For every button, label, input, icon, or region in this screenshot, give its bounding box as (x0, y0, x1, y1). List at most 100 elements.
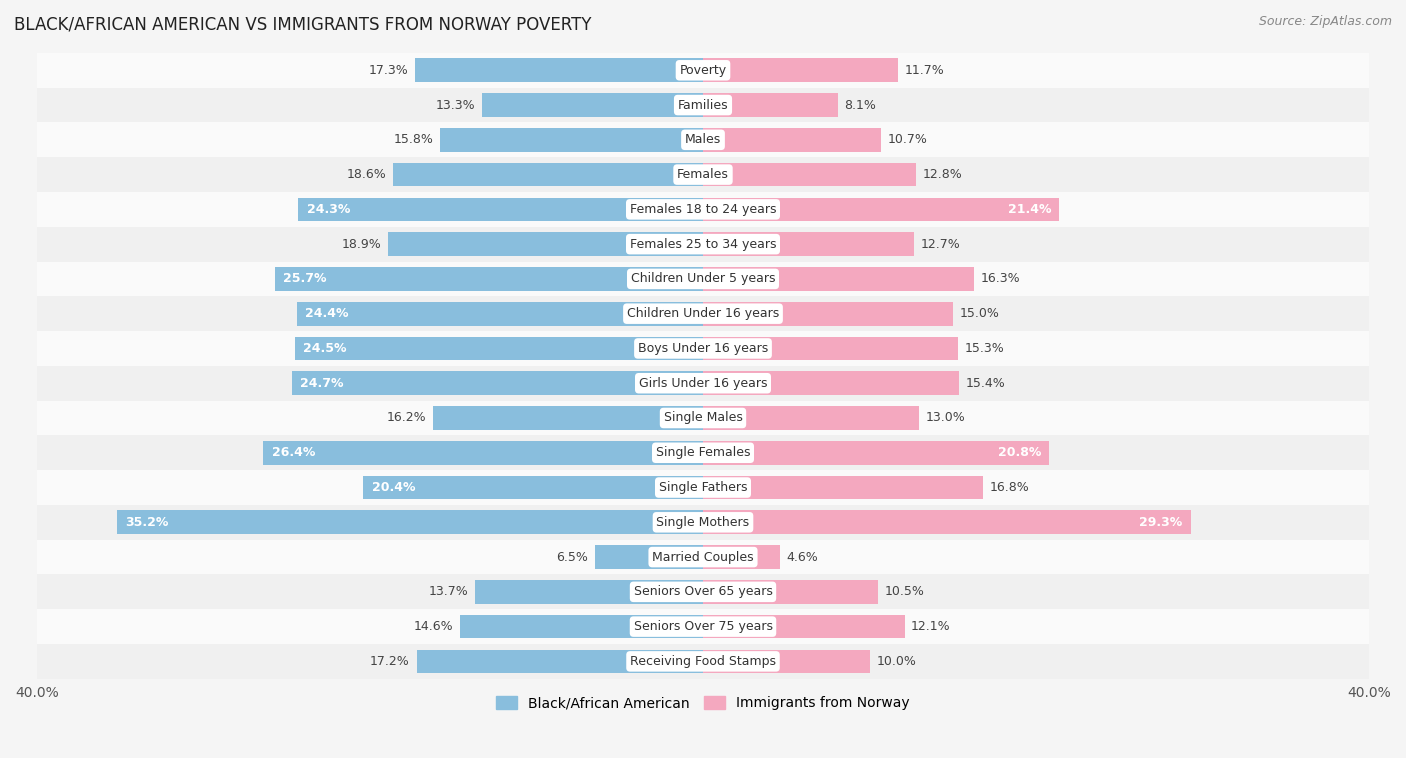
Bar (440, 128, 703, 152)
Bar (703, 406, 920, 430)
Bar (703, 545, 779, 569)
Bar (37, 192, 1369, 227)
Text: 4.6%: 4.6% (786, 550, 818, 563)
Bar (703, 650, 869, 673)
Text: Females 25 to 34 years: Females 25 to 34 years (630, 238, 776, 251)
Text: Single Males: Single Males (664, 412, 742, 424)
Bar (37, 540, 1369, 575)
Text: 15.3%: 15.3% (965, 342, 1004, 355)
Bar (703, 58, 898, 82)
Text: 12.1%: 12.1% (911, 620, 950, 633)
Text: Poverty: Poverty (679, 64, 727, 77)
Text: 15.8%: 15.8% (394, 133, 433, 146)
Bar (37, 53, 1369, 88)
Bar (460, 615, 703, 638)
Text: 11.7%: 11.7% (904, 64, 945, 77)
Text: 10.5%: 10.5% (884, 585, 924, 598)
Bar (703, 476, 983, 500)
Text: 15.4%: 15.4% (966, 377, 1005, 390)
Text: 35.2%: 35.2% (125, 515, 169, 529)
Text: 12.8%: 12.8% (922, 168, 963, 181)
Bar (703, 371, 959, 395)
Text: 6.5%: 6.5% (557, 550, 588, 563)
Text: 24.3%: 24.3% (307, 203, 350, 216)
Text: 24.4%: 24.4% (305, 307, 349, 320)
Bar (297, 302, 703, 325)
Text: 20.8%: 20.8% (998, 446, 1040, 459)
Bar (37, 470, 1369, 505)
Bar (37, 296, 1369, 331)
Text: BLACK/AFRICAN AMERICAN VS IMMIGRANTS FROM NORWAY POVERTY: BLACK/AFRICAN AMERICAN VS IMMIGRANTS FRO… (14, 15, 592, 33)
Bar (263, 441, 703, 465)
Legend: Black/African American, Immigrants from Norway: Black/African American, Immigrants from … (491, 691, 915, 716)
Text: 25.7%: 25.7% (284, 272, 326, 286)
Text: 13.0%: 13.0% (927, 412, 966, 424)
Bar (295, 337, 703, 360)
Bar (475, 580, 703, 603)
Bar (117, 510, 703, 534)
Text: 29.3%: 29.3% (1139, 515, 1182, 529)
Text: 24.5%: 24.5% (304, 342, 347, 355)
Bar (703, 580, 877, 603)
Text: Seniors Over 65 years: Seniors Over 65 years (634, 585, 772, 598)
Bar (703, 441, 1049, 465)
Text: Girls Under 16 years: Girls Under 16 years (638, 377, 768, 390)
Bar (703, 337, 957, 360)
Text: Children Under 16 years: Children Under 16 years (627, 307, 779, 320)
Text: 14.6%: 14.6% (413, 620, 453, 633)
Text: Females: Females (678, 168, 728, 181)
Bar (703, 615, 904, 638)
Bar (37, 88, 1369, 123)
Bar (276, 267, 703, 291)
Text: Males: Males (685, 133, 721, 146)
Text: 17.2%: 17.2% (370, 655, 411, 668)
Bar (37, 609, 1369, 644)
Bar (363, 476, 703, 500)
Bar (595, 545, 703, 569)
Text: 21.4%: 21.4% (1008, 203, 1052, 216)
Text: Single Fathers: Single Fathers (659, 481, 747, 494)
Bar (433, 406, 703, 430)
Bar (37, 262, 1369, 296)
Text: 26.4%: 26.4% (271, 446, 315, 459)
Text: Children Under 5 years: Children Under 5 years (631, 272, 775, 286)
Bar (291, 371, 703, 395)
Bar (481, 93, 703, 117)
Text: 10.7%: 10.7% (887, 133, 928, 146)
Text: 18.9%: 18.9% (342, 238, 381, 251)
Bar (37, 366, 1369, 401)
Bar (37, 401, 1369, 435)
Bar (703, 128, 882, 152)
Bar (703, 510, 1191, 534)
Text: Single Females: Single Females (655, 446, 751, 459)
Text: 15.0%: 15.0% (959, 307, 1000, 320)
Text: Married Couples: Married Couples (652, 550, 754, 563)
Text: 16.3%: 16.3% (981, 272, 1021, 286)
Text: 18.6%: 18.6% (347, 168, 387, 181)
Bar (703, 302, 953, 325)
Bar (703, 232, 914, 256)
Bar (703, 163, 917, 186)
Bar (37, 157, 1369, 192)
Text: 17.3%: 17.3% (368, 64, 408, 77)
Text: Single Mothers: Single Mothers (657, 515, 749, 529)
Bar (37, 435, 1369, 470)
Bar (37, 331, 1369, 366)
Bar (703, 93, 838, 117)
Text: 13.3%: 13.3% (436, 99, 475, 111)
Text: Families: Families (678, 99, 728, 111)
Bar (37, 227, 1369, 262)
Bar (37, 575, 1369, 609)
Text: 24.7%: 24.7% (299, 377, 343, 390)
Text: Source: ZipAtlas.com: Source: ZipAtlas.com (1258, 15, 1392, 28)
Bar (388, 232, 703, 256)
Bar (37, 123, 1369, 157)
Text: 16.8%: 16.8% (990, 481, 1029, 494)
Bar (416, 650, 703, 673)
Bar (703, 198, 1059, 221)
Text: Boys Under 16 years: Boys Under 16 years (638, 342, 768, 355)
Text: 20.4%: 20.4% (371, 481, 415, 494)
Text: 12.7%: 12.7% (921, 238, 960, 251)
Text: Receiving Food Stamps: Receiving Food Stamps (630, 655, 776, 668)
Text: 13.7%: 13.7% (429, 585, 468, 598)
